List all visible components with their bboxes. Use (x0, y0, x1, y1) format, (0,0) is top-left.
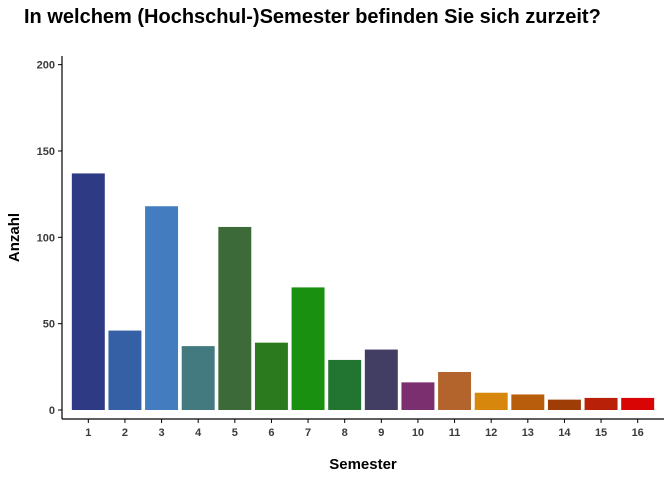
x-tick-label: 5 (232, 427, 238, 439)
x-tick-label: 9 (378, 427, 384, 439)
x-tick-label: 8 (342, 427, 348, 439)
x-tick-label: 6 (268, 427, 274, 439)
x-tick-label: 3 (159, 427, 165, 439)
bar-semester-15 (584, 397, 618, 410)
bar-semester-5 (218, 226, 252, 410)
x-tick-label: 15 (595, 427, 607, 439)
x-tick-label: 11 (449, 427, 461, 439)
y-tick-label: 0 (49, 405, 55, 417)
y-axis-title: Anzahl (6, 213, 23, 262)
bar-semester-6 (254, 342, 288, 410)
bar-semester-13 (511, 394, 545, 410)
x-tick-label: 10 (412, 427, 424, 439)
bar-semester-4 (181, 346, 215, 410)
x-tick-label: 14 (558, 427, 571, 439)
bar-semester-3 (145, 206, 179, 410)
y-tick-label: 150 (37, 146, 55, 158)
x-axis-ticks: 1 2 3 4 5 6 7 8 9 10 11 12 13 14 15 16 (85, 419, 644, 439)
x-tick-label: 7 (305, 427, 311, 439)
x-tick-label: 1 (85, 427, 91, 439)
bar-semester-1 (71, 173, 105, 410)
bar-semester-11 (438, 372, 472, 410)
bar-semester-16 (621, 397, 655, 410)
bar-semester-12 (474, 392, 508, 410)
x-tick-label: 2 (122, 427, 128, 439)
x-tick-label: 12 (485, 427, 497, 439)
y-tick-label: 200 (37, 60, 55, 72)
y-tick-label: 50 (43, 319, 55, 331)
x-tick-label: 4 (195, 427, 202, 439)
y-axis-ticks: 0 50 100 150 200 (37, 60, 62, 417)
bar-semester-10 (401, 382, 435, 410)
bar-semester-8 (328, 359, 362, 410)
bar-semester-7 (291, 287, 325, 410)
y-tick-label: 100 (37, 232, 55, 244)
bars (71, 173, 655, 410)
bar-semester-2 (108, 330, 142, 410)
x-axis-title: Semester (329, 456, 397, 473)
bar-semester-9 (364, 349, 398, 410)
x-tick-label: 16 (632, 427, 644, 439)
bar-semester-14 (547, 399, 581, 410)
x-tick-label: 13 (522, 427, 534, 439)
chart-title: In welchem (Hochschul-)Semester befinden… (24, 6, 601, 28)
